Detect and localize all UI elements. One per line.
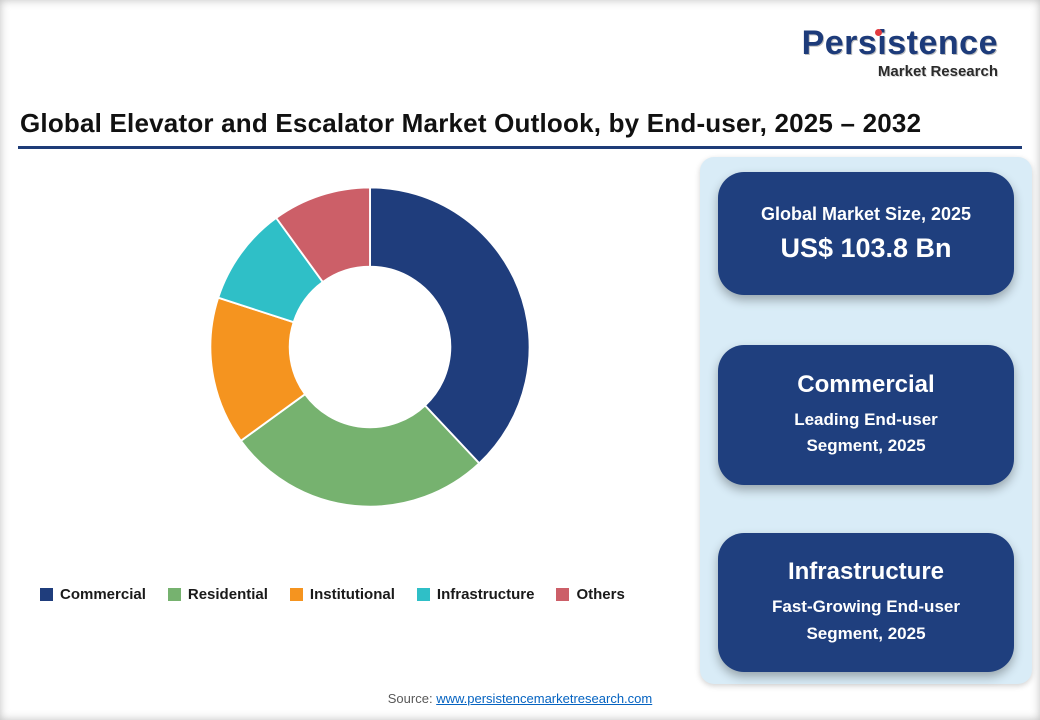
legend-swatch-commercial [40,588,53,601]
stat-card-subtitle: Leading End-user Segment, 2025 [794,409,938,455]
source-line: Source: www.persistencemarketresearch.co… [0,691,1040,706]
legend-item-infrastructure: Infrastructure [416,586,535,603]
legend-label: Commercial [60,586,146,603]
donut-chart-svg [209,186,531,508]
logo-red-i-dot-icon [874,29,882,36]
page-title: Global Elevator and Escalator Market Out… [20,108,922,138]
brand-logo: Persistence Market Research [801,24,998,80]
brand-logo-subtitle: Market Research [877,62,998,80]
stat-card-leading-segment: Commercial Leading End-user Segment, 202… [718,345,1014,485]
legend-item-others: Others [556,586,625,603]
brand-logo-title: Persistence [801,24,998,62]
legend-swatch-infrastructure [416,588,430,601]
source-link[interactable]: www.persistencemarketresearch.com [436,691,653,706]
stat-card-title: Commercial [797,370,935,398]
legend-item-residential: Residential [167,586,268,603]
legend-swatch-institutional [289,588,303,601]
source-label: Source: [387,691,433,706]
stat-card-value: US$ 103.8 Bn [780,232,952,263]
legend-item-commercial: Commercial [40,586,146,603]
donut-chart [200,177,540,517]
legend-label: Others [576,586,625,603]
legend-item-institutional: Institutional [289,586,395,603]
stat-card-title: Global Market Size, 2025 [760,203,972,224]
legend-label: Institutional [309,586,395,603]
title-underline [18,146,1022,149]
donut-segment-residential [239,392,481,508]
stat-card-title: Infrastructure [787,558,945,586]
stats-panel: Global Market Size, 2025 US$ 103.8 Bn Co… [700,157,1032,684]
legend-label: Infrastructure [436,586,535,603]
stat-card-subtitle: Fast-Growing End-user Segment, 2025 [772,597,960,643]
chart-legend: Commercial Residential Institutional Inf… [40,586,625,603]
legend-swatch-others [556,588,570,601]
donut-segment-others [274,186,371,284]
legend-label: Residential [187,586,268,603]
legend-swatch-residential [167,588,181,601]
stat-card-fast-growing-segment: Infrastructure Fast-Growing End-user Seg… [718,533,1014,672]
donut-segment-commercial [369,186,531,465]
stat-card-market-size: Global Market Size, 2025 US$ 103.8 Bn [718,172,1014,295]
